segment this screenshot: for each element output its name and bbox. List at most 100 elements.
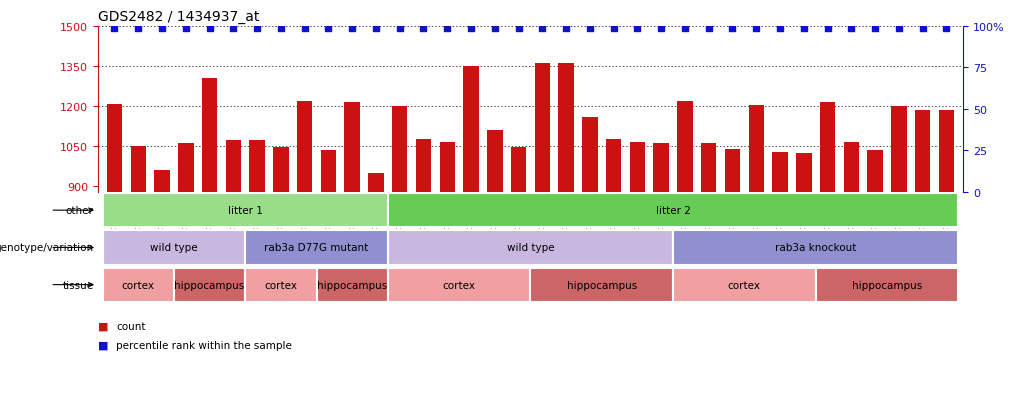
Text: cortex: cortex — [122, 280, 154, 290]
Bar — [606, 140, 621, 192]
Bar — [530, 268, 673, 302]
Point — [153, 25, 170, 32]
Bar — [316, 268, 388, 302]
Point — [249, 25, 266, 32]
Point — [177, 25, 194, 32]
Bar — [131, 146, 146, 192]
Point — [748, 25, 764, 32]
Bar — [388, 194, 958, 228]
Bar — [749, 105, 764, 192]
Bar — [103, 194, 388, 228]
Bar — [891, 107, 906, 192]
Point — [771, 25, 788, 32]
Bar — [297, 102, 312, 192]
Point — [795, 25, 812, 32]
Text: hippocampus: hippocampus — [852, 280, 922, 290]
Text: percentile rank within the sample: percentile rank within the sample — [116, 340, 293, 350]
Point — [891, 25, 907, 32]
Point — [368, 25, 384, 32]
Bar — [772, 153, 788, 192]
Point — [535, 25, 551, 32]
Bar — [245, 268, 316, 302]
Bar — [320, 151, 336, 192]
Bar — [535, 64, 550, 192]
Text: rab3a D77G mutant: rab3a D77G mutant — [265, 243, 369, 253]
Bar — [725, 150, 741, 192]
Bar — [511, 147, 526, 192]
Bar — [107, 105, 123, 192]
Bar — [701, 144, 717, 192]
Bar — [558, 64, 574, 192]
Bar — [677, 102, 692, 192]
Point — [415, 25, 432, 32]
Bar — [249, 140, 265, 192]
Point — [558, 25, 575, 32]
Point — [510, 25, 526, 32]
Point — [915, 25, 931, 32]
Point — [844, 25, 860, 32]
Text: litter 1: litter 1 — [228, 206, 263, 216]
Text: litter 2: litter 2 — [656, 206, 690, 216]
Point — [653, 25, 670, 32]
Bar — [392, 107, 408, 192]
Bar — [673, 231, 958, 265]
Bar — [582, 117, 597, 192]
Point — [201, 25, 217, 32]
Bar — [464, 67, 479, 192]
Point — [819, 25, 835, 32]
Bar — [915, 111, 930, 192]
Text: genotype/variation: genotype/variation — [0, 243, 94, 253]
Point — [273, 25, 289, 32]
Text: count: count — [116, 321, 146, 331]
Bar — [202, 79, 217, 192]
Point — [582, 25, 598, 32]
Point — [867, 25, 884, 32]
Bar — [273, 147, 288, 192]
Bar — [226, 140, 241, 192]
Bar — [487, 130, 503, 192]
Bar — [844, 143, 859, 192]
Text: hippocampus: hippocampus — [566, 280, 637, 290]
Bar — [816, 268, 958, 302]
Point — [226, 25, 242, 32]
Point — [106, 25, 123, 32]
Text: wild type: wild type — [507, 243, 554, 253]
Bar — [368, 173, 383, 192]
Text: rab3a knockout: rab3a knockout — [775, 243, 856, 253]
Bar — [653, 144, 668, 192]
Bar — [154, 171, 170, 192]
Bar — [440, 143, 455, 192]
Bar — [178, 144, 194, 192]
Point — [391, 25, 408, 32]
Text: other: other — [66, 206, 94, 216]
Text: ■: ■ — [98, 340, 108, 350]
Bar — [388, 268, 530, 302]
Bar — [867, 151, 883, 192]
Bar — [174, 268, 245, 302]
Bar — [103, 268, 174, 302]
Point — [486, 25, 503, 32]
Bar — [820, 103, 835, 192]
Point — [724, 25, 741, 32]
Point — [700, 25, 717, 32]
Bar — [938, 111, 954, 192]
Text: hippocampus: hippocampus — [317, 280, 387, 290]
Text: cortex: cortex — [265, 280, 298, 290]
Point — [439, 25, 455, 32]
Text: wild type: wild type — [150, 243, 198, 253]
Point — [344, 25, 360, 32]
Text: hippocampus: hippocampus — [174, 280, 245, 290]
Point — [297, 25, 313, 32]
Bar — [388, 231, 673, 265]
Point — [629, 25, 646, 32]
Point — [606, 25, 622, 32]
Bar — [416, 140, 432, 192]
Point — [677, 25, 693, 32]
Point — [938, 25, 955, 32]
Bar — [796, 154, 812, 192]
Bar — [245, 231, 388, 265]
Text: cortex: cortex — [728, 280, 761, 290]
Text: GDS2482 / 1434937_at: GDS2482 / 1434937_at — [98, 10, 260, 24]
Bar — [344, 103, 359, 192]
Text: cortex: cortex — [443, 280, 476, 290]
